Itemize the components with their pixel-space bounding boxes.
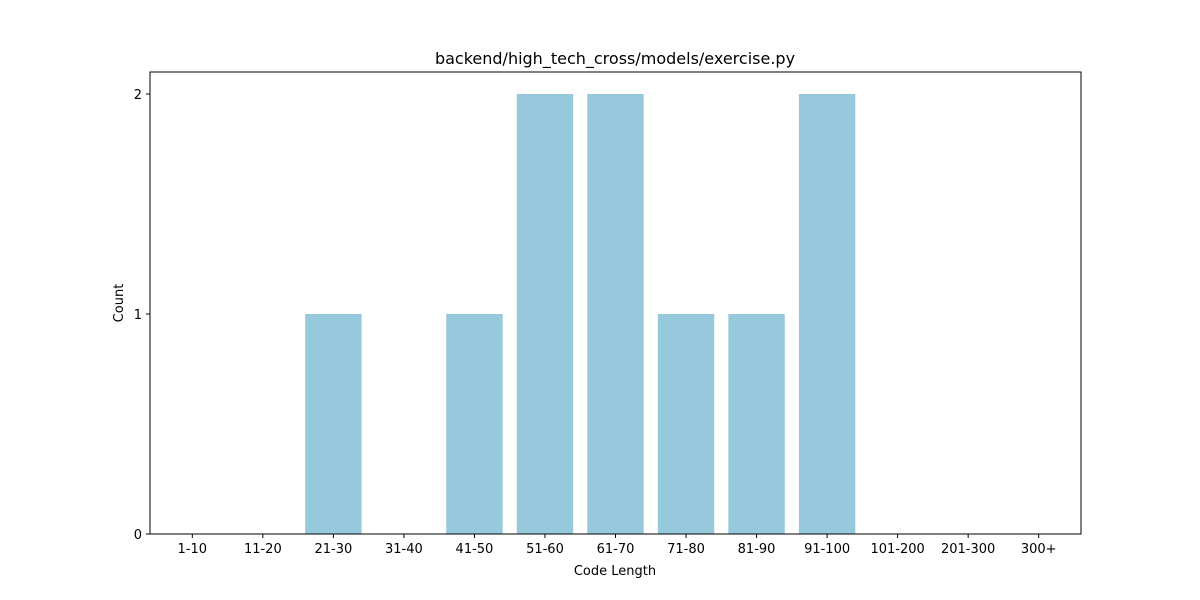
bar-51-60 [516, 94, 574, 534]
x-tick-label: 21-30 [314, 542, 352, 557]
x-tick-label: 11-20 [244, 542, 282, 557]
x-axis-label: Code Length [574, 564, 656, 579]
y-tick-label: 2 [134, 88, 142, 103]
x-tick-label: 71-80 [667, 542, 705, 557]
x-tick-label: 1-10 [178, 542, 208, 557]
x-tick-label: 300+ [1021, 542, 1057, 557]
y-axis-label: Count [112, 284, 127, 323]
bar-71-80 [657, 314, 715, 534]
x-tick-label: 41-50 [456, 542, 494, 557]
bar-81-90 [728, 314, 785, 534]
x-tick-label: 31-40 [385, 542, 423, 557]
x-tick-label: 61-70 [597, 542, 635, 557]
x-tick-label: 91-100 [804, 542, 850, 557]
x-tick-label: 101-200 [870, 542, 924, 557]
chart-title: backend/high_tech_cross/models/exercise.… [435, 49, 795, 69]
y-tick-label: 1 [134, 308, 142, 323]
x-axis-ticks: 1-10 11-20 21-30 31-40 41-50 51-60 61-70 71-80 8… [178, 534, 1057, 557]
y-axis-ticks: 0 1 2 [134, 88, 150, 543]
x-tick-label: 81-90 [738, 542, 776, 557]
y-tick-label: 0 [134, 528, 142, 543]
bars-group [305, 94, 856, 534]
bar-41-50 [446, 314, 503, 534]
bar-91-100 [798, 94, 856, 534]
x-tick-label: 201-300 [941, 542, 995, 557]
bar-21-30 [305, 314, 362, 534]
x-tick-label: 51-60 [526, 542, 564, 557]
bar-61-70 [587, 94, 644, 534]
